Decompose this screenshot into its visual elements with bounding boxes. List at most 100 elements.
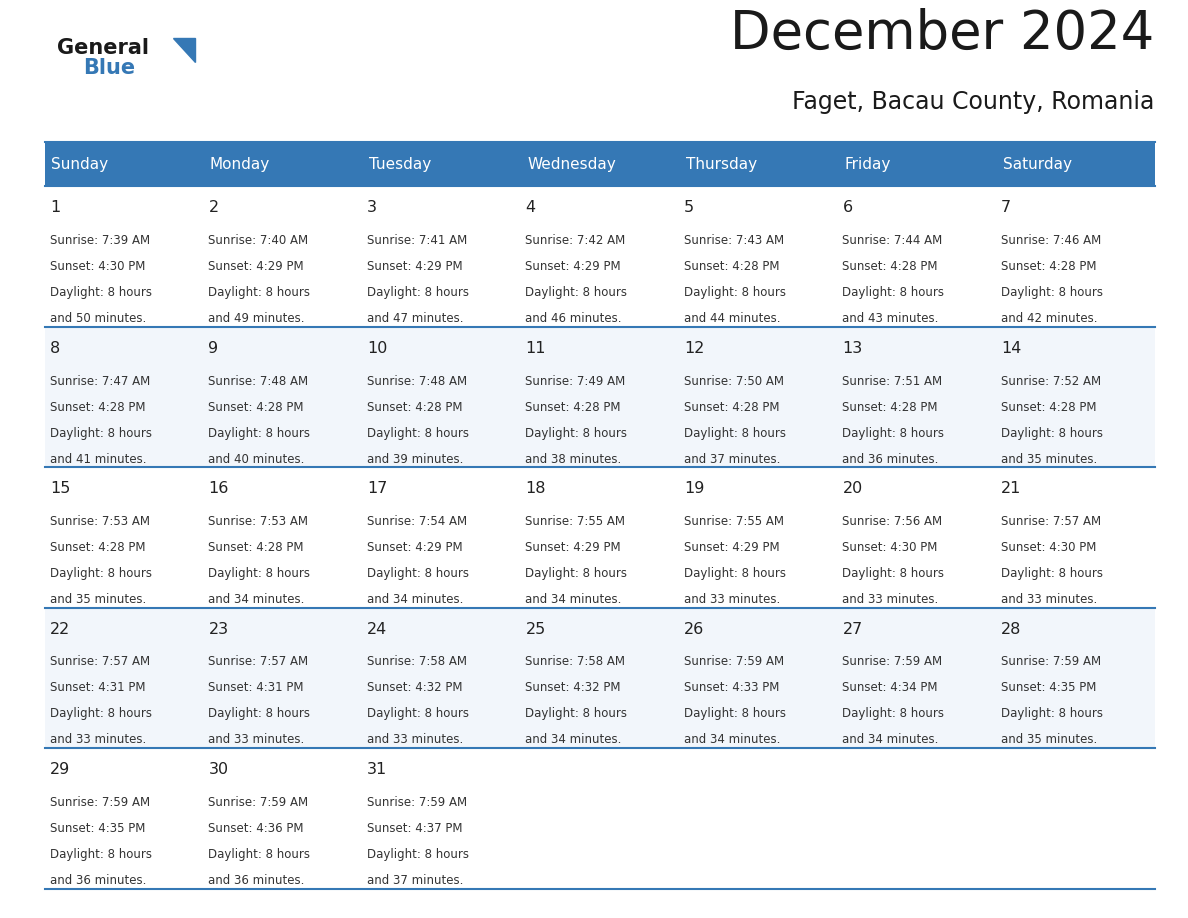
Text: Sunset: 4:30 PM: Sunset: 4:30 PM [50, 260, 145, 273]
Text: Sunset: 4:32 PM: Sunset: 4:32 PM [367, 681, 462, 694]
Text: 25: 25 [525, 621, 545, 637]
Text: General: General [57, 38, 148, 58]
Bar [520, 467, 680, 608]
Text: Sunset: 4:35 PM: Sunset: 4:35 PM [50, 822, 145, 834]
Bar [45, 608, 203, 748]
Text: and 37 minutes.: and 37 minutes. [367, 874, 463, 887]
Text: 1: 1 [50, 200, 61, 216]
Text: Daylight: 8 hours: Daylight: 8 hours [842, 427, 944, 440]
Text: Sunset: 4:28 PM: Sunset: 4:28 PM [208, 541, 304, 554]
Text: Daylight: 8 hours: Daylight: 8 hours [1001, 286, 1102, 299]
Text: Sunset: 4:29 PM: Sunset: 4:29 PM [367, 260, 462, 273]
Bar [997, 467, 1155, 608]
Text: Sunrise: 7:54 AM: Sunrise: 7:54 AM [367, 515, 467, 528]
Text: and 34 minutes.: and 34 minutes. [684, 733, 781, 746]
Text: 6: 6 [842, 200, 853, 216]
Text: Monday: Monday [210, 157, 270, 172]
Text: and 33 minutes.: and 33 minutes. [842, 593, 939, 606]
Text: 18: 18 [525, 481, 546, 497]
Text: Sunset: 4:33 PM: Sunset: 4:33 PM [684, 681, 779, 694]
Text: and 39 minutes.: and 39 minutes. [367, 453, 463, 465]
Bar [203, 467, 362, 608]
Bar [362, 608, 520, 748]
Text: Sunrise: 7:59 AM: Sunrise: 7:59 AM [842, 655, 942, 668]
Text: Sunrise: 7:53 AM: Sunrise: 7:53 AM [50, 515, 150, 528]
Text: Sunset: 4:28 PM: Sunset: 4:28 PM [842, 260, 939, 273]
Bar [362, 186, 520, 327]
Text: Sunrise: 7:51 AM: Sunrise: 7:51 AM [842, 375, 942, 387]
Text: Sunrise: 7:58 AM: Sunrise: 7:58 AM [525, 655, 625, 668]
Text: Daylight: 8 hours: Daylight: 8 hours [208, 286, 310, 299]
Text: 15: 15 [50, 481, 70, 497]
Text: Sunrise: 7:49 AM: Sunrise: 7:49 AM [525, 375, 626, 387]
Bar [838, 467, 997, 608]
Bar [203, 186, 362, 327]
Text: 12: 12 [684, 341, 704, 356]
Text: 14: 14 [1001, 341, 1022, 356]
Text: 23: 23 [208, 621, 228, 637]
Bar [997, 142, 1155, 186]
Text: Sunrise: 7:53 AM: Sunrise: 7:53 AM [208, 515, 309, 528]
Text: and 33 minutes.: and 33 minutes. [50, 733, 146, 746]
Text: 9: 9 [208, 341, 219, 356]
Text: Sunrise: 7:39 AM: Sunrise: 7:39 AM [50, 234, 150, 247]
Text: Daylight: 8 hours: Daylight: 8 hours [208, 848, 310, 861]
Text: Sunrise: 7:57 AM: Sunrise: 7:57 AM [1001, 515, 1101, 528]
Bar [838, 327, 997, 467]
Text: Daylight: 8 hours: Daylight: 8 hours [367, 848, 469, 861]
Text: Sunrise: 7:48 AM: Sunrise: 7:48 AM [367, 375, 467, 387]
Text: Daylight: 8 hours: Daylight: 8 hours [50, 708, 152, 721]
Text: 20: 20 [842, 481, 862, 497]
Text: December 2024: December 2024 [731, 7, 1155, 60]
Text: Daylight: 8 hours: Daylight: 8 hours [50, 427, 152, 440]
Text: Daylight: 8 hours: Daylight: 8 hours [50, 567, 152, 580]
Text: and 34 minutes.: and 34 minutes. [525, 593, 621, 606]
Text: 29: 29 [50, 762, 70, 778]
Text: Sunset: 4:34 PM: Sunset: 4:34 PM [842, 681, 939, 694]
Text: Sunrise: 7:59 AM: Sunrise: 7:59 AM [1001, 655, 1101, 668]
Text: Daylight: 8 hours: Daylight: 8 hours [525, 567, 627, 580]
Text: Sunrise: 7:46 AM: Sunrise: 7:46 AM [1001, 234, 1101, 247]
Text: Daylight: 8 hours: Daylight: 8 hours [842, 567, 944, 580]
Text: Sunset: 4:28 PM: Sunset: 4:28 PM [842, 400, 939, 413]
Text: Sunrise: 7:59 AM: Sunrise: 7:59 AM [50, 796, 150, 809]
Text: Daylight: 8 hours: Daylight: 8 hours [842, 708, 944, 721]
Text: Sunrise: 7:59 AM: Sunrise: 7:59 AM [208, 796, 309, 809]
Text: and 40 minutes.: and 40 minutes. [208, 453, 305, 465]
Bar [997, 186, 1155, 327]
Bar [45, 142, 203, 186]
Text: and 49 minutes.: and 49 minutes. [208, 312, 305, 325]
Text: Daylight: 8 hours: Daylight: 8 hours [684, 567, 786, 580]
Text: Sunset: 4:28 PM: Sunset: 4:28 PM [1001, 400, 1097, 413]
Text: Daylight: 8 hours: Daylight: 8 hours [208, 567, 310, 580]
Text: 17: 17 [367, 481, 387, 497]
Bar [997, 327, 1155, 467]
Text: 19: 19 [684, 481, 704, 497]
Text: and 34 minutes.: and 34 minutes. [208, 593, 305, 606]
Text: and 41 minutes.: and 41 minutes. [50, 453, 146, 465]
Text: 21: 21 [1001, 481, 1022, 497]
Text: Sunrise: 7:47 AM: Sunrise: 7:47 AM [50, 375, 150, 387]
Text: 11: 11 [525, 341, 546, 356]
Text: Sunset: 4:29 PM: Sunset: 4:29 PM [367, 541, 462, 554]
Text: Daylight: 8 hours: Daylight: 8 hours [525, 708, 627, 721]
Text: Daylight: 8 hours: Daylight: 8 hours [208, 708, 310, 721]
Bar [680, 186, 838, 327]
Text: Sunset: 4:29 PM: Sunset: 4:29 PM [208, 260, 304, 273]
Text: and 46 minutes.: and 46 minutes. [525, 312, 623, 325]
Bar [45, 327, 203, 467]
Text: Sunrise: 7:40 AM: Sunrise: 7:40 AM [208, 234, 309, 247]
Bar [362, 142, 520, 186]
Text: Sunset: 4:36 PM: Sunset: 4:36 PM [208, 822, 304, 834]
Text: 8: 8 [50, 341, 61, 356]
Text: Sunrise: 7:44 AM: Sunrise: 7:44 AM [842, 234, 943, 247]
Text: and 38 minutes.: and 38 minutes. [525, 453, 621, 465]
Bar [520, 608, 680, 748]
Text: and 42 minutes.: and 42 minutes. [1001, 312, 1098, 325]
Text: Daylight: 8 hours: Daylight: 8 hours [684, 286, 786, 299]
Bar [520, 142, 680, 186]
Text: Sunset: 4:28 PM: Sunset: 4:28 PM [525, 400, 621, 413]
Text: 24: 24 [367, 621, 387, 637]
Text: and 34 minutes.: and 34 minutes. [525, 733, 621, 746]
Text: Daylight: 8 hours: Daylight: 8 hours [208, 427, 310, 440]
